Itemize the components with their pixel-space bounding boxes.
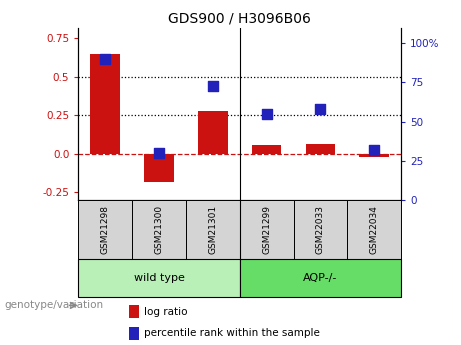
Text: wild type: wild type bbox=[134, 273, 184, 283]
Point bbox=[263, 111, 270, 117]
Point bbox=[209, 83, 217, 88]
Text: GSM21301: GSM21301 bbox=[208, 205, 217, 254]
Title: GDS900 / H3096B06: GDS900 / H3096B06 bbox=[168, 11, 311, 25]
Text: genotype/variation: genotype/variation bbox=[5, 300, 104, 310]
Bar bbox=[90, 54, 120, 154]
Bar bbox=[129, 305, 139, 318]
Text: GSM22033: GSM22033 bbox=[316, 205, 325, 254]
Bar bbox=[144, 154, 174, 181]
Bar bbox=[78, 200, 132, 259]
Bar bbox=[240, 259, 401, 297]
Text: percentile rank within the sample: percentile rank within the sample bbox=[144, 328, 320, 338]
Text: log ratio: log ratio bbox=[144, 307, 187, 317]
Point bbox=[101, 56, 109, 62]
Bar bbox=[306, 144, 335, 154]
Bar bbox=[294, 200, 347, 259]
Text: GSM21298: GSM21298 bbox=[101, 205, 110, 254]
Text: GSM21299: GSM21299 bbox=[262, 205, 271, 254]
Bar bbox=[252, 146, 281, 154]
Bar bbox=[78, 259, 240, 297]
Point bbox=[317, 106, 324, 112]
Bar bbox=[347, 200, 401, 259]
Point bbox=[371, 147, 378, 153]
Bar bbox=[186, 200, 240, 259]
Bar bbox=[360, 154, 389, 157]
Text: GSM22034: GSM22034 bbox=[370, 205, 378, 254]
Bar bbox=[132, 200, 186, 259]
Bar bbox=[198, 111, 228, 154]
Text: AQP-/-: AQP-/- bbox=[303, 273, 337, 283]
Bar bbox=[240, 200, 294, 259]
Point bbox=[155, 150, 163, 156]
Text: GSM21300: GSM21300 bbox=[154, 205, 164, 254]
Bar bbox=[129, 327, 139, 340]
